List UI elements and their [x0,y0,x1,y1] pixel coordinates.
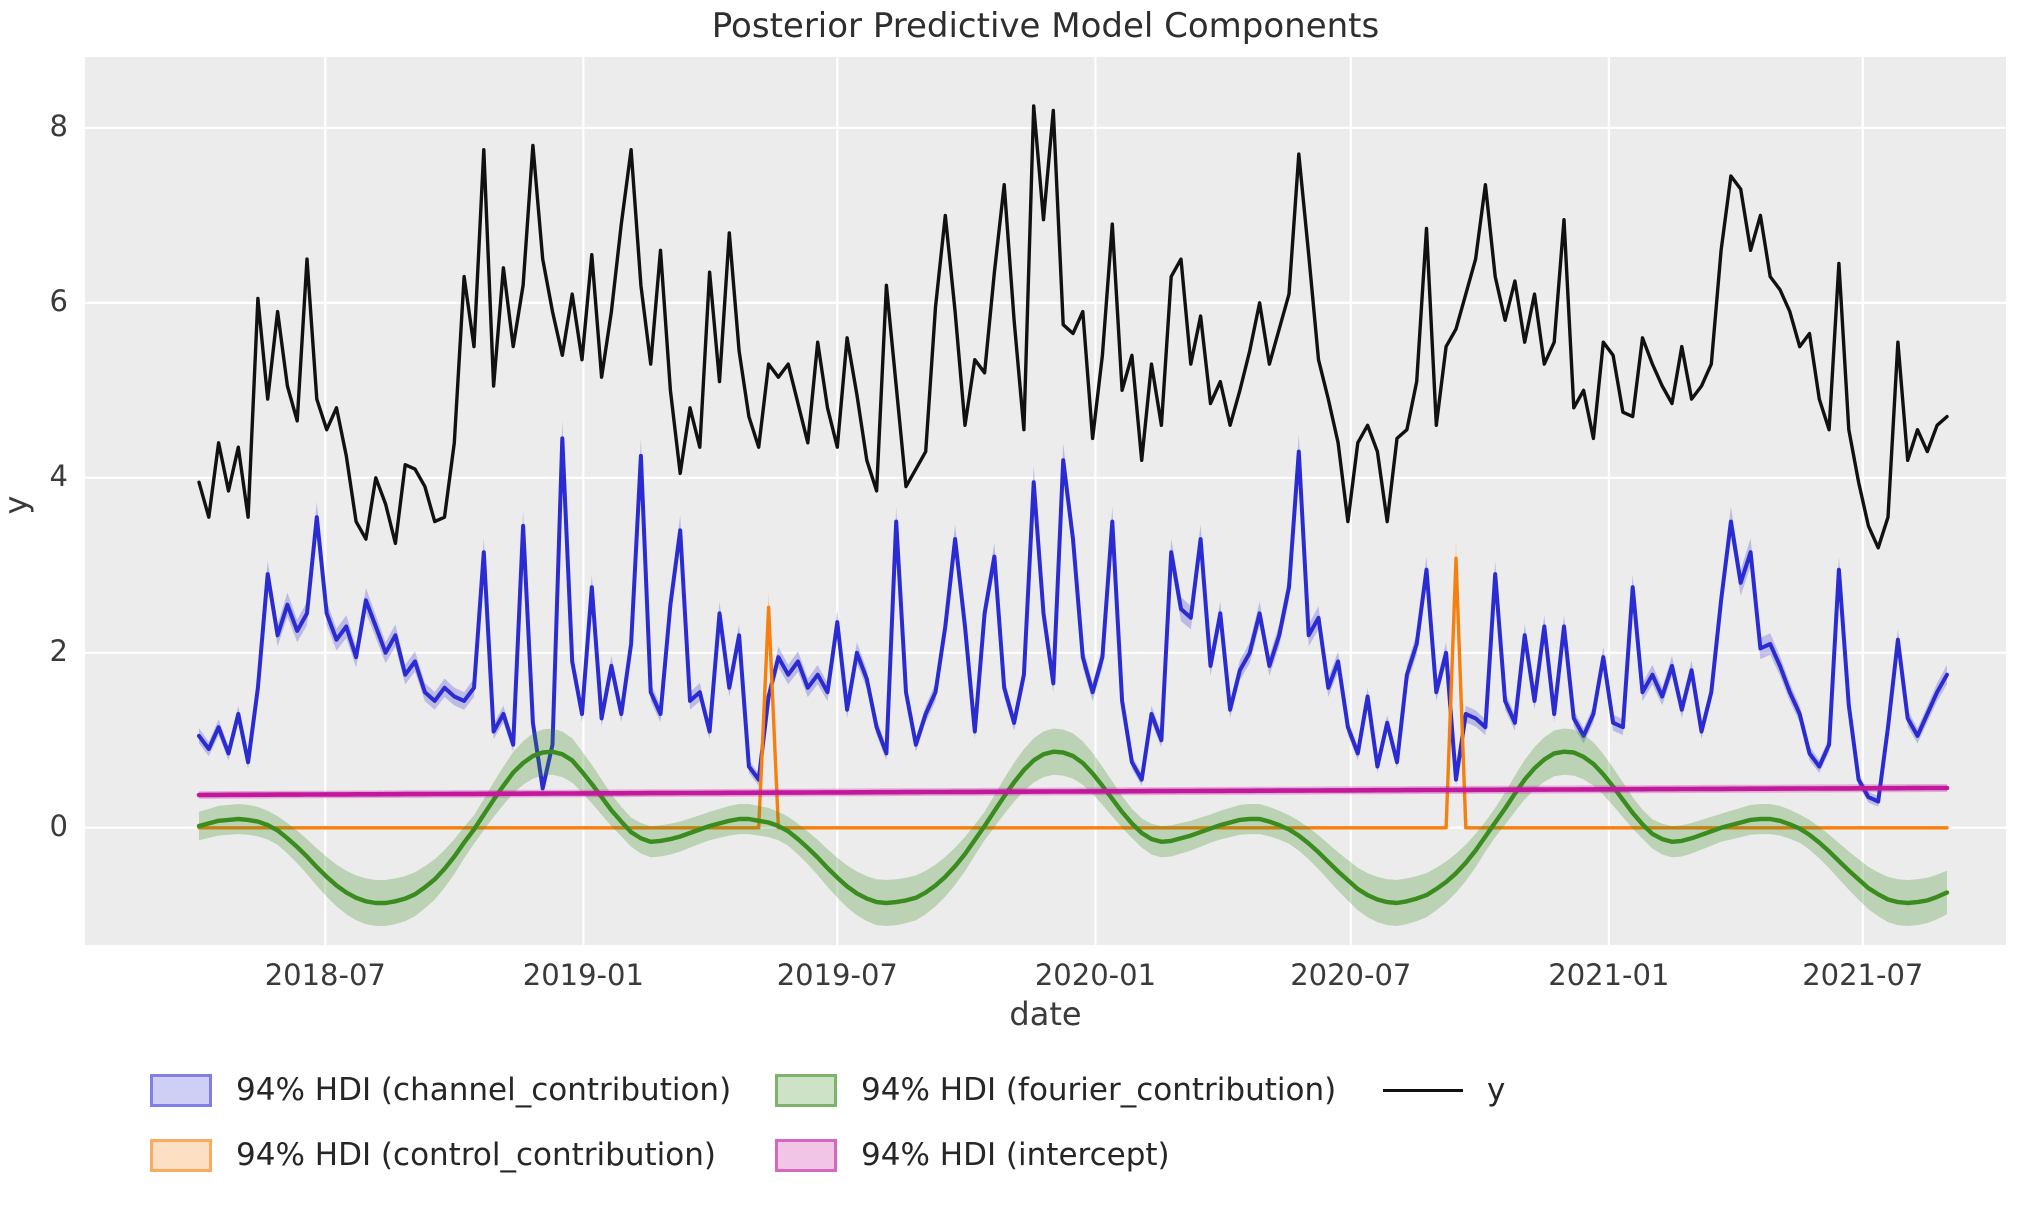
mean-line [197,436,1949,804]
mean-line [197,104,1949,550]
legend-swatch-intercept-icon [775,1138,837,1172]
x-tick-label: 2019-01 [522,958,644,992]
series-94-hdi-channel-contribution- [197,420,1949,807]
x-axis-label: date [1009,995,1082,1033]
legend-swatch-channel-icon [150,1073,212,1107]
legend-item-control-contribution: 94% HDI (control_contribution) [150,1137,731,1173]
x-tick-label: 2021-07 [1802,958,1924,992]
y-tick-label: 8 [49,108,68,143]
x-tick-label: 2018-07 [264,958,386,992]
legend-label: 94% HDI (fourier_contribution) [861,1072,1337,1108]
x-tick-label: 2019-07 [776,958,898,992]
x-tick-label: 2021-01 [1548,958,1670,992]
mean-line [196,785,1950,798]
series-y [197,104,1949,550]
legend-item-fourier-contribution: 94% HDI (fourier_contribution) [775,1072,1336,1108]
y-tick-label: 2 [49,633,68,668]
y-tick-label: 6 [49,283,68,318]
legend-item-intercept: 94% HDI (intercept) [775,1137,1336,1173]
y-tick-label: 4 [49,458,68,493]
mean-line [197,556,1949,830]
legend-label: y [1487,1072,1506,1108]
x-tick-label: 2020-07 [1290,958,1412,992]
legend-label: 94% HDI (intercept) [861,1137,1170,1173]
legend-column-1: 94% HDI (channel_contribution) 94% HDI (… [150,1072,731,1173]
legend-swatch-fourier-icon [775,1073,837,1107]
legend-swatch-control-icon [150,1138,212,1172]
legend-column-2: 94% HDI (fourier_contribution) 94% HDI (… [775,1072,1336,1173]
legend-label: 94% HDI (channel_contribution) [236,1072,732,1108]
hdi-band [199,728,1947,926]
legend-item-channel-contribution: 94% HDI (channel_contribution) [150,1072,731,1108]
x-tick-label: 2020-01 [1034,958,1157,992]
series-94-hdi-fourier-contribution- [196,728,1950,926]
legend-column-3: y [1383,1072,1505,1108]
legend-label: 94% HDI (control_contribution) [236,1137,716,1173]
chart-title: Posterior Predictive Model Components [711,6,1380,46]
series-94-hdi-control-contribution- [197,539,1949,830]
y-tick-label: 0 [49,808,68,843]
legend-item-y: y [1383,1072,1505,1108]
legend-line-y-icon [1383,1088,1463,1092]
series-94-hdi-intercept- [196,783,1950,799]
y-axis-label: y [0,495,35,515]
mean-line [196,749,1950,906]
